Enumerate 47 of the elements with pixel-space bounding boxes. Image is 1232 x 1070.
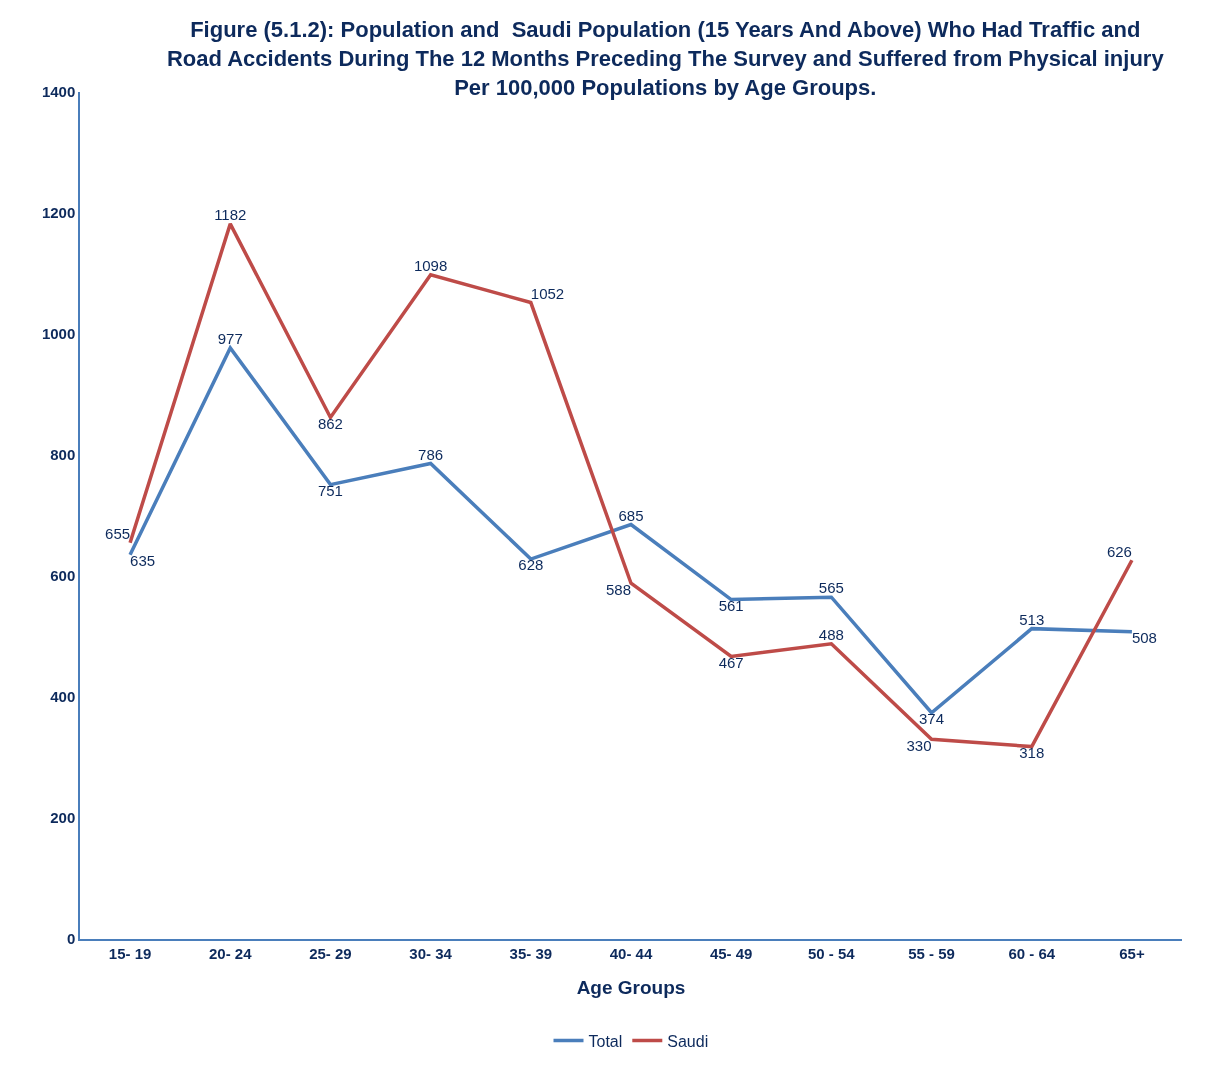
data-label: 635 — [130, 552, 156, 570]
y-tick-label: 1200 — [41, 204, 76, 222]
y-tick-label: 400 — [50, 688, 76, 706]
x-tick-label: 45- 49 — [709, 944, 753, 962]
data-label: 467 — [718, 653, 744, 671]
data-label: 318 — [1019, 743, 1045, 761]
data-label: 561 — [718, 596, 744, 614]
x-tick-label: 20- 24 — [209, 944, 253, 962]
data-label: 786 — [418, 445, 444, 463]
data-label: 513 — [1019, 610, 1045, 628]
x-axis-title: Age Groups — [576, 977, 686, 999]
y-tick-label: 1000 — [41, 325, 76, 343]
data-label: 374 — [919, 709, 945, 727]
line-series — [128, 222, 1134, 749]
chart-title: Figure (5.1.2): Population and Saudi Population (15 Years And Above) Who Had Traffic and Road Accidents During The 12 Months Preceding The Survey and Suffered from Physical injury Per 100,000 Populations by Age Groups. — [166, 17, 1165, 100]
data-label: 565 — [818, 579, 844, 597]
y-tick-label: 0 — [66, 930, 76, 948]
data-label: 1098 — [413, 256, 448, 274]
y-tick-label: 800 — [50, 446, 76, 464]
data-label: 628 — [518, 556, 544, 574]
y-tick-label: 1400 — [41, 83, 76, 101]
data-label: 1052 — [530, 284, 565, 302]
data-label: 330 — [906, 736, 932, 754]
data-label: 655 — [105, 524, 131, 542]
x-tick-label: 50 - 54 — [808, 944, 856, 962]
line-series — [128, 346, 1134, 715]
x-tick-label: 55 - 59 — [908, 944, 955, 962]
data-label: 977 — [217, 330, 243, 348]
data-label: 508 — [1131, 628, 1157, 646]
data-label: 488 — [818, 626, 844, 644]
data-label: 626 — [1106, 542, 1132, 560]
x-tick-label: 35- 39 — [509, 944, 553, 962]
data-label: 751 — [317, 481, 343, 499]
x-tick-label: 60 - 64 — [1008, 944, 1056, 962]
data-label: 1182 — [214, 206, 247, 224]
x-tick-label: 25- 29 — [309, 944, 352, 962]
y-tick-label: 600 — [50, 567, 76, 585]
x-tick-label: 15- 19 — [108, 944, 152, 962]
data-label: 862 — [317, 414, 343, 432]
x-tick-label: 30- 34 — [409, 944, 453, 962]
x-tick-label: 40- 44 — [609, 944, 653, 962]
data-label: 685 — [618, 506, 644, 524]
legend-label: Total — [588, 1032, 623, 1050]
data-label: 588 — [605, 580, 631, 598]
x-tick-label: 65+ — [1119, 944, 1145, 962]
legend-label: Saudi — [667, 1032, 709, 1050]
y-tick-label: 200 — [50, 809, 76, 827]
